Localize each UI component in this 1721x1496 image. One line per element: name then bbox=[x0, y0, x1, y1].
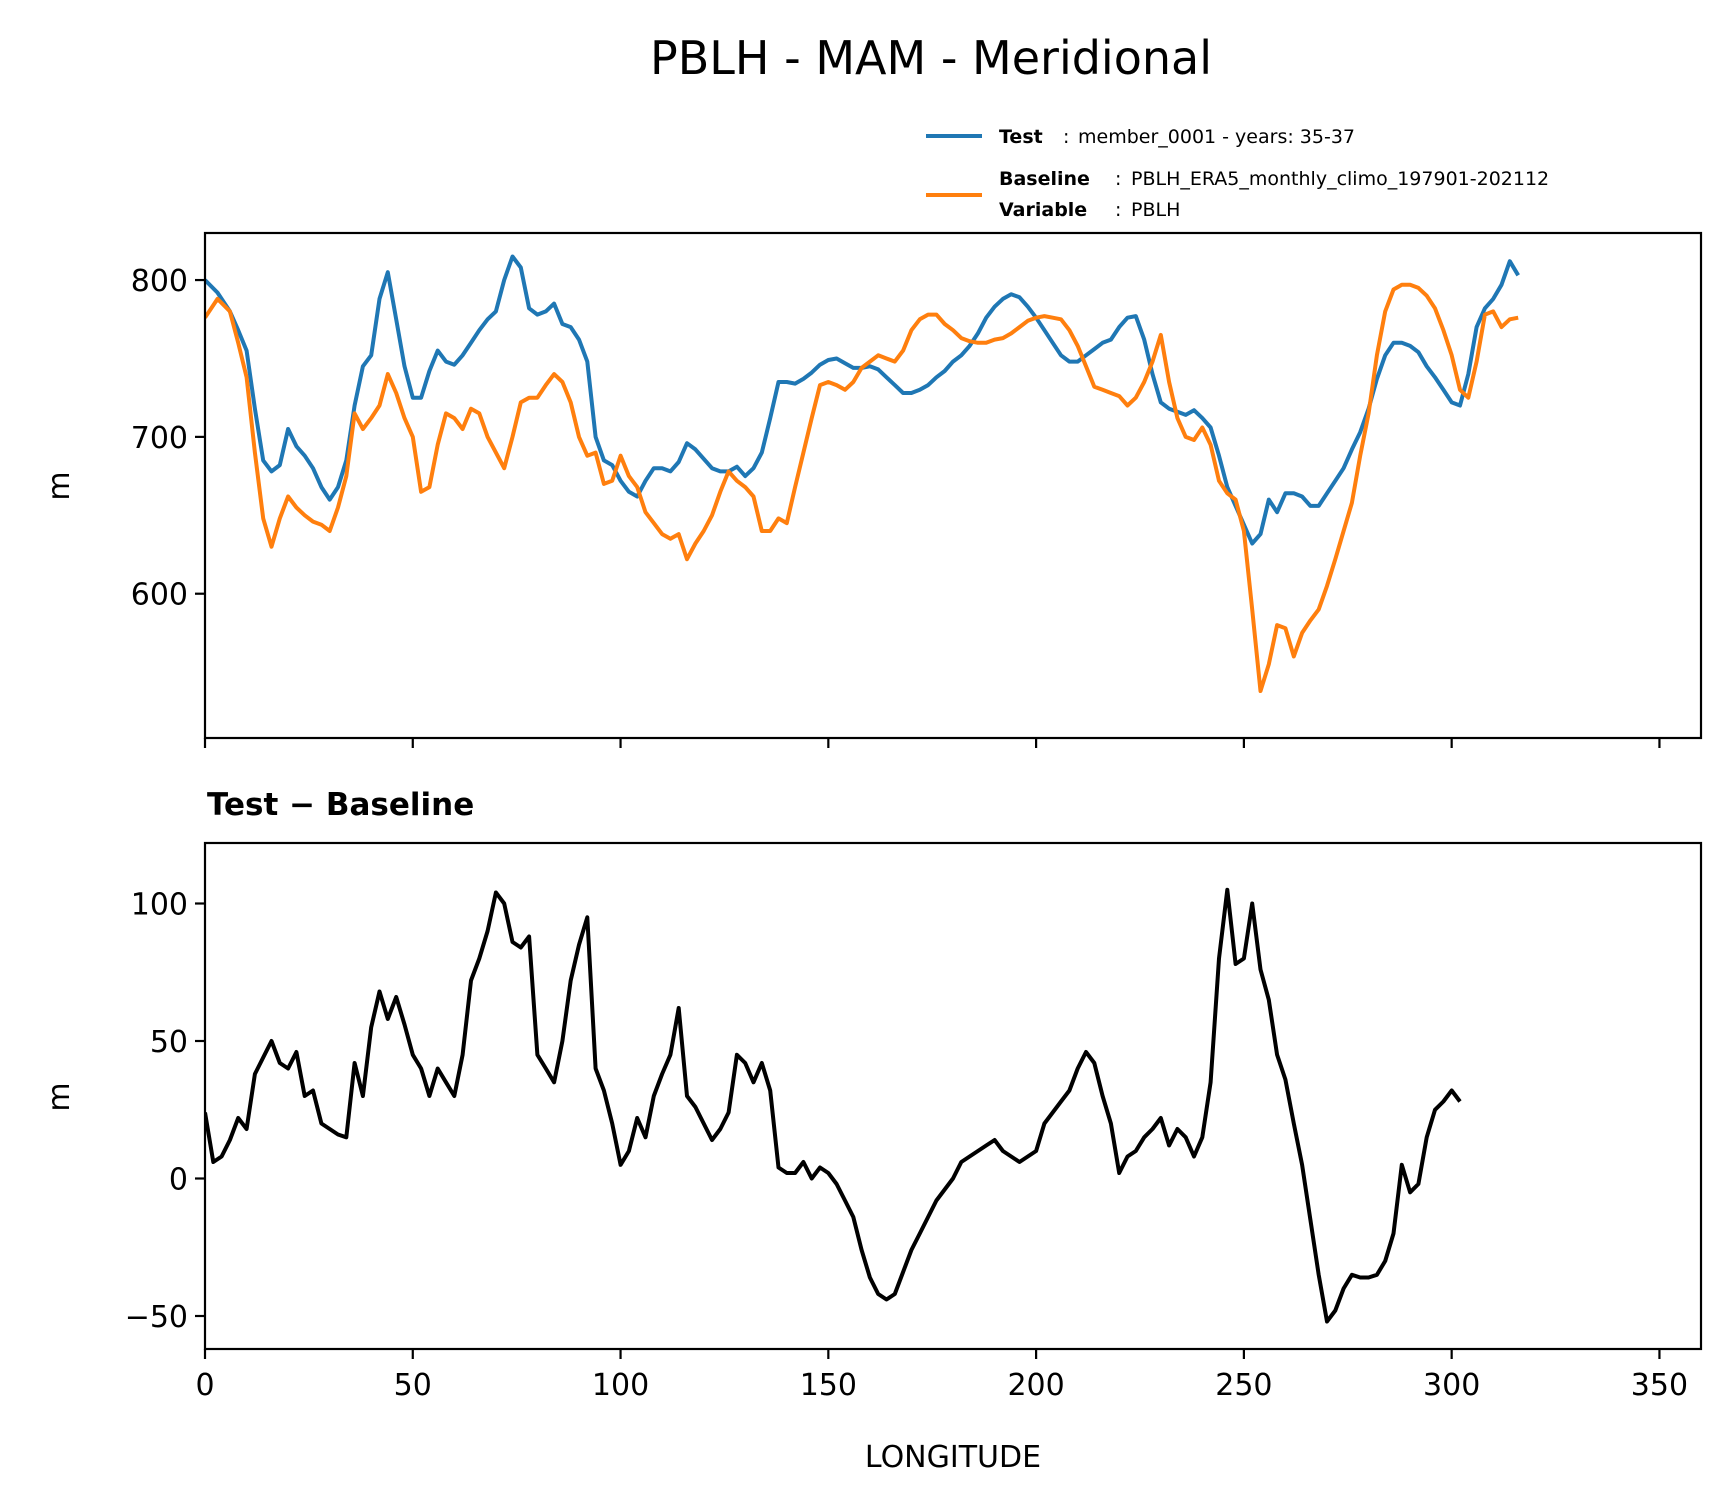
top-panel: 600 700 800 m bbox=[42, 231, 1703, 748]
top-series-baseline bbox=[205, 282, 1519, 693]
legend-key-baseline: Baseline bbox=[999, 168, 1090, 190]
legend-value-baseline: PBLH_ERA5_monthly_climo_197901-202112 bbox=[1131, 168, 1549, 190]
legend: Test : member_0001 - years: 35-37 Baseli… bbox=[926, 126, 1549, 221]
top-y-tick-label: 700 bbox=[131, 421, 188, 456]
legend-sep-baseline: : bbox=[1115, 168, 1121, 190]
bottom-x-tick-label: 0 bbox=[195, 1368, 214, 1403]
bottom-x-tick-label: 200 bbox=[1007, 1368, 1064, 1403]
bottom-y-tick-label: 100 bbox=[131, 888, 188, 923]
legend-value-variable: PBLH bbox=[1131, 199, 1180, 221]
bottom-plot-frame bbox=[203, 841, 1703, 1351]
top-series bbox=[205, 254, 1520, 693]
bottom-panel-title: Test − Baseline bbox=[207, 787, 474, 823]
bottom-x-tick-label: 50 bbox=[394, 1368, 432, 1403]
bottom-y-axis-label: m bbox=[42, 1082, 77, 1111]
top-y-tick-label: 600 bbox=[131, 578, 188, 613]
legend-key-variable: Variable bbox=[999, 199, 1087, 221]
bottom-y-tick-label: 50 bbox=[150, 1025, 188, 1060]
bottom-y-ticks: −50 0 50 100 bbox=[125, 888, 205, 1335]
bottom-x-ticks: 0 50 100 150 200 250 300 350 bbox=[195, 1349, 1688, 1403]
bottom-series-test-baseline bbox=[205, 887, 1462, 1324]
top-x-ticks bbox=[203, 738, 1661, 748]
bottom-x-tick-label: 350 bbox=[1631, 1368, 1688, 1403]
top-plot-frame bbox=[203, 231, 1703, 740]
legend-sep-test: : bbox=[1063, 126, 1069, 148]
bottom-x-tick-label: 150 bbox=[800, 1368, 857, 1403]
bottom-y-tick-label: 0 bbox=[169, 1163, 188, 1198]
top-y-tick-label: 800 bbox=[131, 264, 188, 299]
bottom-x-axis-label: LONGITUDE bbox=[865, 1440, 1041, 1475]
top-y-axis-label: m bbox=[42, 471, 77, 500]
legend-key-test: Test bbox=[999, 126, 1043, 148]
figure-title: PBLH - MAM - Meridional bbox=[650, 31, 1212, 85]
bottom-series bbox=[205, 887, 1462, 1324]
legend-sep-variable: : bbox=[1115, 199, 1121, 221]
bottom-y-tick-label: −50 bbox=[125, 1300, 188, 1335]
legend-value-test: member_0001 - years: 35-37 bbox=[1078, 126, 1355, 148]
top-y-ticks: 600 700 800 bbox=[131, 264, 205, 613]
bottom-x-tick-label: 300 bbox=[1423, 1368, 1480, 1403]
bottom-x-tick-label: 250 bbox=[1215, 1368, 1272, 1403]
bottom-x-tick-label: 100 bbox=[592, 1368, 649, 1403]
